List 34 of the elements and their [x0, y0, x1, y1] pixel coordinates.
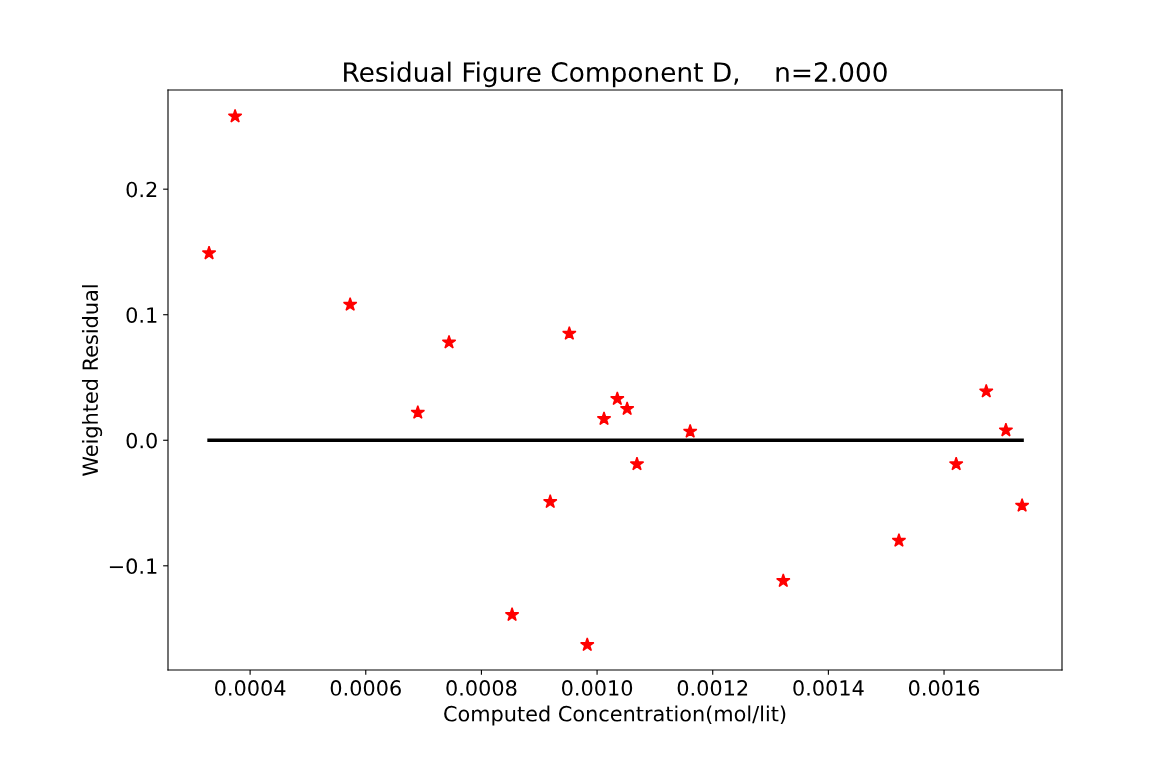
point [441, 334, 457, 349]
point [504, 607, 520, 622]
point [342, 297, 358, 311]
point [1014, 497, 1030, 512]
x-tick-label: 0.0006 [330, 680, 401, 696]
point [201, 245, 217, 260]
chart-title: Residual Figure Component D, n=2.000 [344, 61, 887, 88]
point [410, 405, 426, 419]
point [596, 411, 612, 426]
y-axis-title: Weighted Residual [81, 285, 103, 476]
point [891, 533, 907, 548]
x-tick-label: 0.0004 [215, 680, 286, 696]
x-axis-title: Computed Concentration(mol/lit) [444, 705, 786, 726]
x-tick-label: 0.0016 [908, 680, 980, 696]
x-tick-label: 0.0008 [446, 680, 517, 696]
y-tick-label: 0.1 [126, 307, 157, 323]
point [948, 456, 964, 471]
x-tick-label: 0.0012 [677, 680, 748, 696]
y-tick-label: 0.0 [126, 432, 157, 449]
point [629, 456, 645, 471]
point [542, 494, 558, 509]
point [682, 423, 698, 438]
point [227, 108, 243, 123]
y-tick-label: 0.2 [126, 181, 157, 198]
y-tick-label: −0.1 [109, 558, 157, 575]
x-tick-label: 0.0010 [562, 680, 633, 696]
point [998, 422, 1014, 437]
x-tick-label: 0.0014 [793, 680, 864, 696]
point [562, 325, 577, 340]
point [610, 391, 625, 406]
point [978, 383, 994, 398]
point [619, 401, 635, 416]
point [579, 637, 595, 652]
point [775, 573, 791, 588]
